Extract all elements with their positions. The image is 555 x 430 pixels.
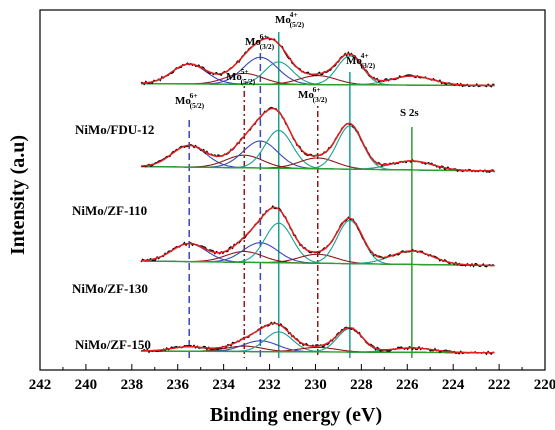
spectra-curves xyxy=(140,36,495,356)
x-axis-title: Binding energy (eV) xyxy=(210,404,382,426)
peak-annotation: Mo5+(5/2) xyxy=(226,67,256,86)
sample-spectrum xyxy=(140,36,495,88)
peak-annotation-sup: 4+ xyxy=(290,10,298,19)
x-tick-label: 240 xyxy=(75,377,98,393)
x-tick-label: 228 xyxy=(350,377,373,393)
x-tick-label: 230 xyxy=(304,377,327,393)
peak-annotation: Mo4+(5/2) xyxy=(275,10,305,29)
peak-annotation: Mo6+(5/2) xyxy=(175,91,205,110)
peak-annotation-sup: 5+ xyxy=(241,67,249,76)
peak-annotation: Mo6+(3/2) xyxy=(298,85,328,104)
background-line xyxy=(140,350,495,354)
x-tick-label: 224 xyxy=(442,377,465,393)
x-tick-label: 226 xyxy=(396,377,419,393)
peak-annotation-sub: (3/2) xyxy=(313,95,328,104)
sample-label: NiMo/ZF-130 xyxy=(72,281,148,296)
peak-annotation-sup: 6+ xyxy=(260,32,268,41)
peak-annotation-sup: 6+ xyxy=(190,91,198,100)
peak-annotation: Mo4+(3/2) xyxy=(346,51,376,70)
background-line xyxy=(140,260,495,267)
peak-annotation: Mo6+(3/2) xyxy=(245,32,275,51)
x-tick-label: 234 xyxy=(212,377,235,393)
background-line xyxy=(140,83,495,87)
peak-annotation-main: S 2s xyxy=(400,107,419,119)
peak-annotation-main: Mo xyxy=(298,89,314,101)
peak-annotation-sub: (5/2) xyxy=(241,77,256,86)
raw-data-curve xyxy=(140,205,495,268)
fit-envelope-curve xyxy=(140,37,495,87)
peak-position-lines xyxy=(188,32,413,358)
sample-labels: NiMo/FDU-12 NiMo/ZF-110 NiMo/ZF-130 NiMo/ZF… xyxy=(72,122,154,352)
peak-labels: Mo6+(5/2)Mo5+(5/2)Mo6+(3/2)Mo4+(5/2)Mo6+… xyxy=(175,10,419,119)
peak-annotation-sub: (5/2) xyxy=(190,101,205,110)
sample-spectrum xyxy=(140,321,495,356)
peak-annotation-main: Mo xyxy=(346,55,362,67)
y-axis-title: Intensity (a.u) xyxy=(7,135,29,255)
peak-annotation-main: Mo xyxy=(275,14,291,26)
x-tick-label: 220 xyxy=(534,377,555,393)
fit-envelope-curve xyxy=(140,107,495,172)
peak-annotation-sub: (5/2) xyxy=(290,20,305,29)
x-tick-label: 238 xyxy=(121,377,144,393)
raw-data-curve xyxy=(140,36,495,88)
peak-annotation-sup: 4+ xyxy=(361,51,369,60)
sample-spectrum xyxy=(140,106,495,174)
component-peak-curve xyxy=(141,55,495,87)
sample-spectrum xyxy=(140,205,495,268)
x-tick-label: 222 xyxy=(488,377,511,393)
peak-annotation-main: Mo xyxy=(175,95,191,107)
sample-label: NiMo/ZF-110 xyxy=(72,203,147,218)
sample-label: NiMo/FDU-12 xyxy=(75,122,154,137)
peak-annotation-main: Mo xyxy=(226,71,242,83)
peak-annotation-sub: (3/2) xyxy=(260,42,275,51)
peak-annotation-sup: 6+ xyxy=(313,85,321,94)
sample-label: NiMo/ZF-150 xyxy=(75,337,151,352)
x-axis-ticks: 242 240 238 236 234 232 230 228 226 224 222 220 xyxy=(29,364,555,393)
x-tick-label: 232 xyxy=(258,377,281,393)
x-tick-label: 236 xyxy=(166,377,189,393)
x-tick-label: 242 xyxy=(29,377,52,393)
background-line xyxy=(140,165,495,172)
component-peak-curve xyxy=(141,129,495,172)
fit-envelope-curve xyxy=(141,206,495,267)
peak-annotation-sub: (3/2) xyxy=(361,61,376,70)
peak-annotation: S 2s xyxy=(400,107,419,119)
fit-envelope-curve xyxy=(141,322,495,354)
peak-annotation-main: Mo xyxy=(245,36,261,48)
